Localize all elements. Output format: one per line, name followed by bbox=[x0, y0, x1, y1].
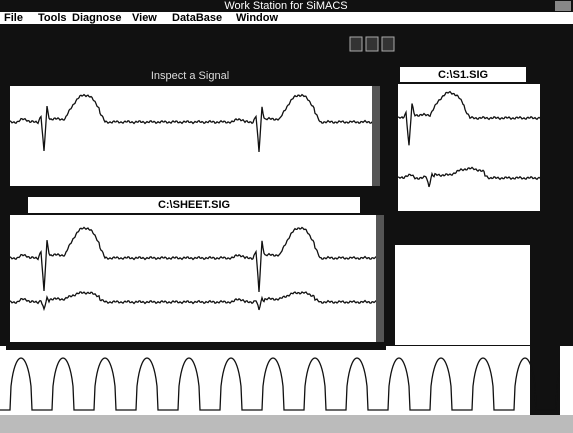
toolbar-button[interactable] bbox=[366, 37, 378, 51]
scrollbar[interactable] bbox=[372, 86, 380, 186]
window-title: Inspect a Signal bbox=[151, 70, 229, 82]
menu-item[interactable]: File bbox=[4, 12, 23, 24]
toolbar-button[interactable] bbox=[350, 37, 362, 51]
menu-item[interactable]: Window bbox=[236, 12, 278, 24]
scrollbar[interactable] bbox=[376, 215, 384, 342]
background-window bbox=[395, 245, 530, 345]
window-title: C:\SHEET.SIG bbox=[158, 199, 230, 211]
menu-item[interactable]: Tools bbox=[38, 12, 67, 24]
toolbar-button[interactable] bbox=[382, 37, 394, 51]
signal-area bbox=[10, 215, 376, 342]
toolbar bbox=[0, 24, 573, 46]
window-title: C:\S1.SIG bbox=[438, 69, 488, 81]
window-button[interactable] bbox=[555, 1, 571, 11]
screen: Work Station for SiMACS File Tools Diagnos… bbox=[0, 0, 573, 433]
menu-item[interactable]: Diagnose bbox=[72, 12, 122, 24]
status-bar bbox=[0, 415, 573, 433]
signal-area bbox=[10, 86, 372, 186]
signal-area bbox=[398, 84, 540, 211]
app-title: Work Station for SiMACS bbox=[224, 0, 347, 12]
menu-item[interactable]: DataBase bbox=[172, 12, 222, 24]
menu-item[interactable]: View bbox=[132, 12, 157, 24]
